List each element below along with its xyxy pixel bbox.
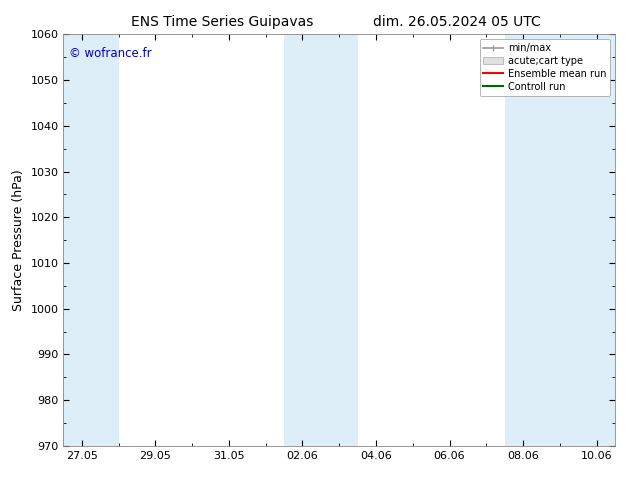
Text: © wofrance.fr: © wofrance.fr bbox=[69, 47, 152, 60]
Legend: min/max, acute;cart type, Ensemble mean run, Controll run: min/max, acute;cart type, Ensemble mean … bbox=[479, 39, 610, 96]
Bar bbox=[63, 34, 119, 446]
Y-axis label: Surface Pressure (hPa): Surface Pressure (hPa) bbox=[12, 169, 25, 311]
Text: ENS Time Series Guipavas: ENS Time Series Guipavas bbox=[131, 15, 313, 29]
Bar bbox=[284, 34, 358, 446]
Bar bbox=[505, 34, 615, 446]
Text: dim. 26.05.2024 05 UTC: dim. 26.05.2024 05 UTC bbox=[373, 15, 540, 29]
